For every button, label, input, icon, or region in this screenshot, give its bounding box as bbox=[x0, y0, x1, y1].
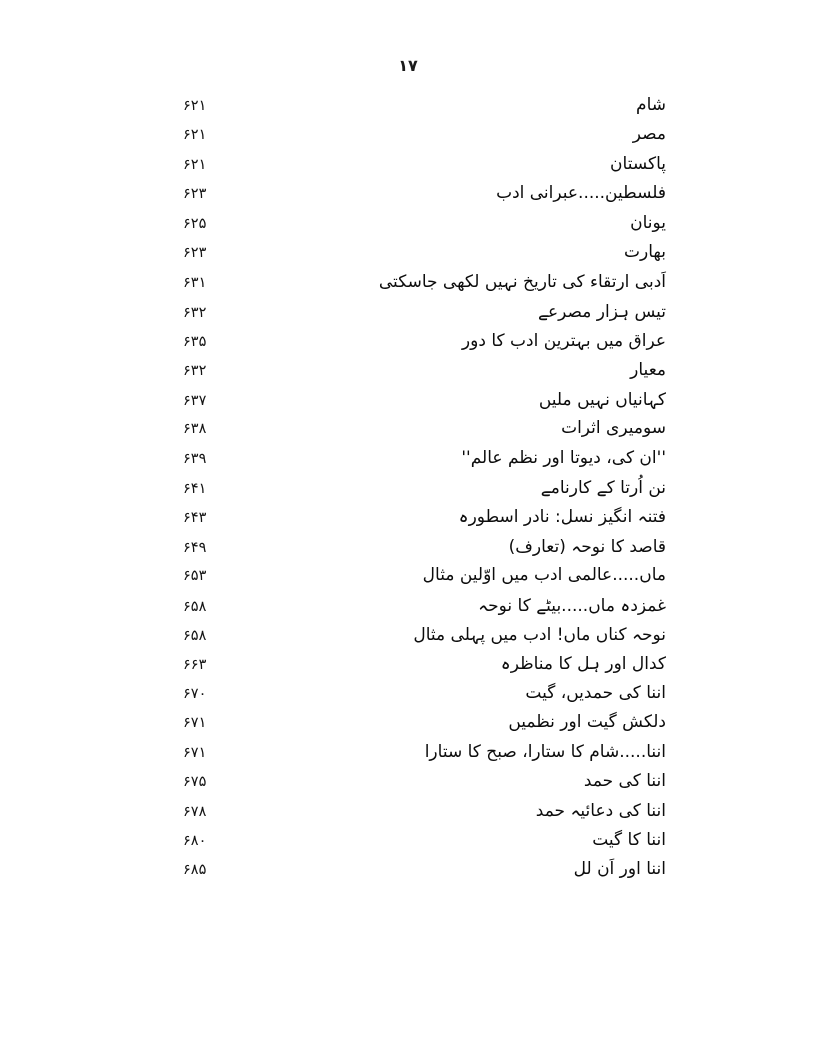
toc-row: ۶۲۱ مصر bbox=[183, 124, 666, 153]
toc-page-number: ۶۸۵ bbox=[183, 862, 207, 879]
toc-row: ۶۲۱ شام bbox=[183, 95, 666, 124]
toc-entry-title: نن اُرتا کے کارنامے bbox=[540, 478, 666, 499]
toc-page-number: ۶۵۸ bbox=[183, 628, 207, 645]
toc-entry-title: نوحہ کناں ماں! ادب میں پہلی مثال bbox=[413, 625, 666, 646]
toc-row: ۶۵۳ ماں.....عالمی ادب میں اوّلین مثال bbox=[183, 565, 666, 594]
toc-row: ۶۸۵ اننا اور اَن لل bbox=[183, 859, 666, 888]
toc-entry-title: اننا کی دعائیہ حمد bbox=[535, 801, 666, 822]
toc-entry-title: فلسطین.....عبرانی ادب bbox=[496, 183, 666, 204]
toc-page-number: ۶۷۱ bbox=[183, 744, 207, 761]
toc-row: ۶۲۳ بھارت bbox=[183, 242, 666, 271]
toc-entry-title: مصر bbox=[632, 124, 666, 145]
toc-page-number: ۶۷۸ bbox=[183, 804, 207, 821]
toc-entry-title: غمزدہ ماں.....بیٹے کا نوحہ bbox=[478, 595, 666, 616]
toc-page-number: ۶۷۰ bbox=[183, 685, 207, 702]
toc-entry-title: یونان bbox=[630, 212, 666, 233]
toc-page-number: ۶۳۹ bbox=[183, 450, 207, 467]
toc-row: ۶۴۹ قاصد کا نوحہ (تعارف) bbox=[183, 536, 666, 565]
toc-page-number: ۶۵۸ bbox=[183, 598, 207, 615]
toc-entry-title: پاکستان bbox=[610, 153, 666, 174]
toc-row: ۶۴۱ نن اُرتا کے کارنامے bbox=[183, 477, 666, 506]
toc-entry-title: سومیری اثرات bbox=[561, 418, 666, 439]
toc-page-number: ۶۳۱ bbox=[183, 275, 207, 292]
toc-row: ۶۷۱ دلکش گیت اور نظمیں bbox=[183, 712, 666, 741]
toc-row: ۶۶۳ کدال اور ہل کا مناظرہ bbox=[183, 653, 666, 682]
toc-entry-title: تیس ہزار مصرعے bbox=[538, 301, 666, 322]
toc-row: ۶۳۵ عراق میں بہترین ادب کا دور bbox=[183, 330, 666, 359]
table-of-contents: ۶۲۱ شام ۶۲۱ مصر ۶۲۱ پاکستان ۶۲۳ فلسطین..… bbox=[183, 95, 666, 889]
toc-entry-title: اننا.....شام کا ستارا، صبح کا ستارا bbox=[424, 741, 666, 762]
toc-page-number: ۶۸۰ bbox=[183, 832, 207, 849]
toc-page-number: ۶۵۳ bbox=[183, 568, 207, 585]
toc-entry-title: بھارت bbox=[624, 241, 666, 262]
toc-entry-title: اننا کی حمد bbox=[583, 770, 666, 791]
toc-entry-title: ماں.....عالمی ادب میں اوّلین مثال bbox=[422, 565, 666, 586]
toc-entry-title: معیار bbox=[630, 359, 666, 380]
toc-entry-title: اننا کی حمدیں، گیت bbox=[525, 682, 666, 703]
toc-page-number: ۶۲۵ bbox=[183, 215, 207, 232]
toc-page-number: ۶۲۳ bbox=[183, 244, 207, 261]
toc-row: ۶۵۸ غمزدہ ماں.....بیٹے کا نوحہ bbox=[183, 595, 666, 624]
toc-entry-title: اننا کا گیت bbox=[592, 829, 666, 850]
toc-row: ۶۲۱ پاکستان bbox=[183, 154, 666, 183]
toc-entry-title: شام bbox=[636, 95, 666, 115]
toc-page-number: ۶۴۱ bbox=[183, 481, 207, 498]
toc-row: ۶۵۸ نوحہ کناں ماں! ادب میں پہلی مثال bbox=[183, 624, 666, 653]
toc-page-number: ۶۳۲ bbox=[183, 304, 207, 321]
toc-page-number: ۶۴۳ bbox=[183, 510, 207, 527]
toc-entry-title: ''ان کی، دیوتا اور نظم عالم'' bbox=[461, 447, 666, 468]
toc-entry-title: کہانیاں نہیں ملیں bbox=[538, 389, 666, 410]
toc-page-number: ۶۷۵ bbox=[183, 773, 207, 790]
toc-row: ۶۷۱ اننا.....شام کا ستارا، صبح کا ستارا bbox=[183, 742, 666, 771]
page-number: ۱۷ bbox=[398, 56, 418, 75]
toc-row: ۶۴۳ فتنہ انگیز نسل: نادر اسطورہ bbox=[183, 506, 666, 535]
toc-row: ۶۳۸ سومیری اثرات bbox=[183, 418, 666, 447]
toc-page-number: ۶۶۳ bbox=[183, 657, 207, 674]
toc-page-number: ۶۴۹ bbox=[183, 539, 207, 556]
toc-entry-title: فتنہ انگیز نسل: نادر اسطورہ bbox=[458, 507, 666, 528]
toc-page-number: ۶۲۱ bbox=[183, 156, 207, 173]
toc-page-number: ۶۳۸ bbox=[183, 421, 207, 438]
toc-row: ۶۷۰ اننا کی حمدیں، گیت bbox=[183, 683, 666, 712]
toc-entry-title: کدال اور ہل کا مناظرہ bbox=[500, 654, 666, 675]
toc-row: ۶۳۱ اَدبی ارتقاء کی تاریخ نہیں لکھی جاسک… bbox=[183, 271, 666, 300]
toc-row: ۶۷۵ اننا کی حمد bbox=[183, 771, 666, 800]
toc-page-number: ۶۲۱ bbox=[183, 98, 207, 114]
toc-row: ۶۳۲ معیار bbox=[183, 360, 666, 389]
toc-row: ۶۳۹ ''ان کی، دیوتا اور نظم عالم'' bbox=[183, 448, 666, 477]
toc-row: ۶۳۲ تیس ہزار مصرعے bbox=[183, 301, 666, 330]
toc-row: ۶۸۰ اننا کا گیت bbox=[183, 830, 666, 859]
toc-row: ۶۷۸ اننا کی دعائیہ حمد bbox=[183, 800, 666, 829]
toc-entry-title: دلکش گیت اور نظمیں bbox=[508, 712, 666, 733]
toc-page-number: ۶۳۵ bbox=[183, 334, 207, 351]
toc-row: ۶۲۳ فلسطین.....عبرانی ادب bbox=[183, 183, 666, 212]
toc-entry-title: قاصد کا نوحہ (تعارف) bbox=[508, 536, 666, 557]
toc-page-number: ۶۷۱ bbox=[183, 715, 207, 732]
toc-row: ۶۲۵ یونان bbox=[183, 213, 666, 242]
toc-row: ۶۳۷ کہانیاں نہیں ملیں bbox=[183, 389, 666, 418]
toc-entry-title: عراق میں بہترین ادب کا دور bbox=[461, 331, 666, 352]
toc-page-number: ۶۳۲ bbox=[183, 362, 207, 379]
toc-entry-title: اَدبی ارتقاء کی تاریخ نہیں لکھی جاسکتی bbox=[378, 272, 666, 293]
toc-page-number: ۶۳۷ bbox=[183, 392, 207, 409]
toc-page-number: ۶۲۳ bbox=[183, 186, 207, 203]
toc-page-number: ۶۲۱ bbox=[183, 127, 207, 144]
toc-entry-title: اننا اور اَن لل bbox=[573, 859, 666, 880]
